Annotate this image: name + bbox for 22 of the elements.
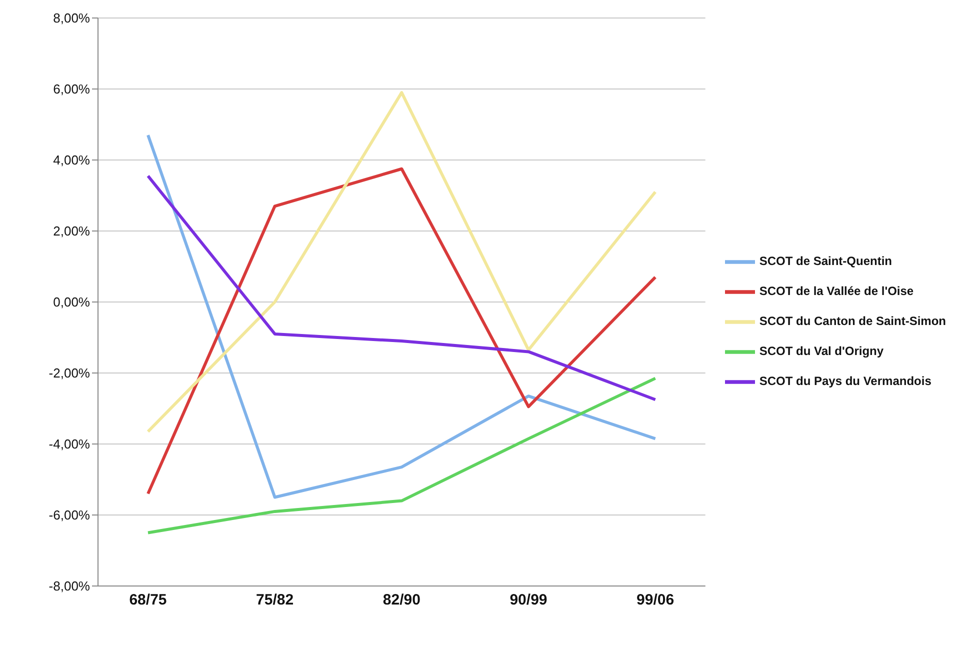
y-tick-label: -6,00% bbox=[48, 508, 90, 523]
y-tick-label: 2,00% bbox=[53, 224, 90, 239]
x-tick-label: 82/90 bbox=[382, 592, 420, 609]
legend-label: SCOT de la Vallée de l'Oise bbox=[759, 284, 914, 298]
x-tick-label: 99/06 bbox=[636, 592, 674, 609]
legend-label: SCOT du Canton de Saint-Simon bbox=[759, 314, 946, 328]
x-tick-label: 75/82 bbox=[256, 592, 294, 609]
y-tick-label: -2,00% bbox=[48, 366, 90, 381]
line-series bbox=[146, 174, 657, 402]
y-tick-label: -4,00% bbox=[48, 436, 90, 452]
legend-label: SCOT du Val d'Origny bbox=[759, 344, 884, 358]
line-series bbox=[146, 91, 657, 434]
line-series bbox=[146, 376, 657, 534]
y-tick-label: 8,00% bbox=[53, 10, 90, 26]
y-tick-label: -8,00% bbox=[48, 578, 90, 594]
x-tick-label: 68/75 bbox=[129, 592, 167, 609]
x-tick-label: 90/99 bbox=[510, 592, 548, 609]
legend-label: SCOT du Pays du Vermandois bbox=[759, 374, 932, 388]
legend-label: SCOT de Saint-Quentin bbox=[759, 254, 892, 268]
y-tick-label: 6,00% bbox=[53, 82, 90, 97]
y-tick-label: 0,00% bbox=[53, 294, 90, 310]
y-tick-label: 4,00% bbox=[53, 152, 90, 168]
